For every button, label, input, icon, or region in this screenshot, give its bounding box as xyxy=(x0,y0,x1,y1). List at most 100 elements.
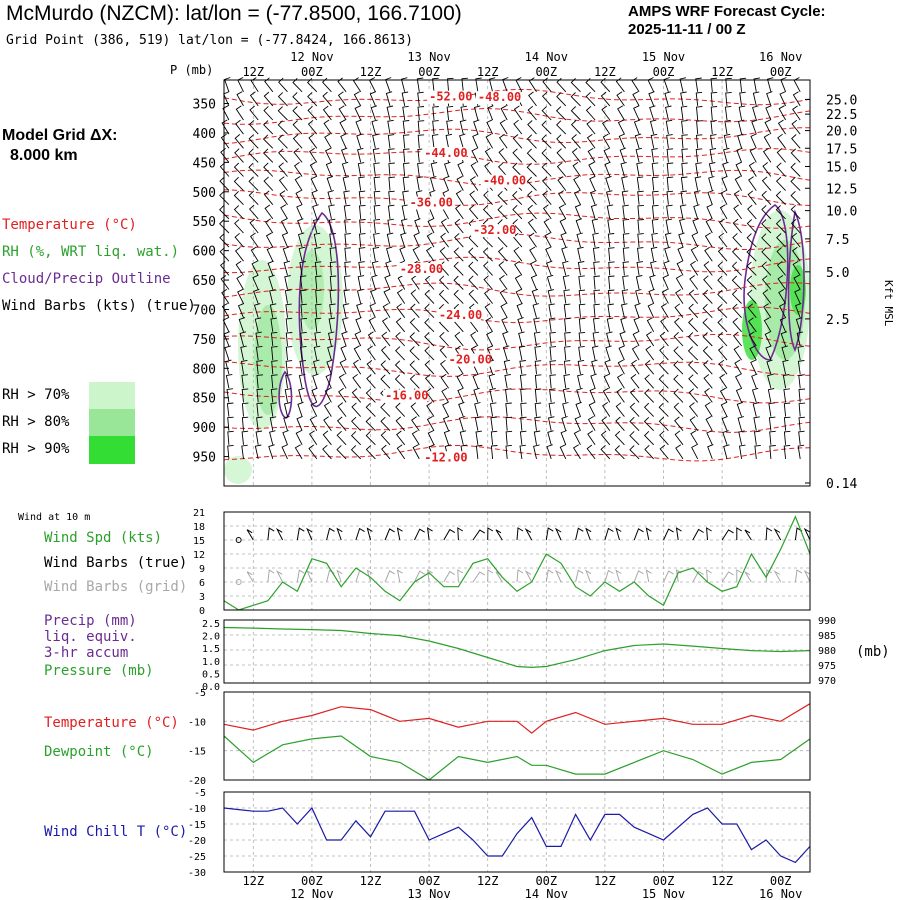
wind-barb xyxy=(695,91,703,106)
wind-barb xyxy=(761,275,772,290)
wind-barb xyxy=(666,176,674,191)
wind-barb xyxy=(235,119,244,135)
wind-barb xyxy=(468,275,479,290)
bottom-time-tick-label: 12Z xyxy=(477,874,499,888)
wind-barb xyxy=(681,162,688,177)
true-wind-barb xyxy=(296,527,305,541)
wind-barb xyxy=(733,204,742,220)
wind-barb xyxy=(673,317,684,333)
wind-barb xyxy=(371,274,378,290)
rh-90-label: RH > 90% xyxy=(2,441,70,457)
wind-barb xyxy=(652,176,659,191)
wind-barb xyxy=(221,303,230,318)
wind-barb xyxy=(783,402,791,417)
wind-barb xyxy=(717,345,728,361)
wind-barb xyxy=(453,247,464,262)
wind-barb xyxy=(380,360,391,375)
wind-barb xyxy=(293,148,303,163)
wind-barb xyxy=(483,190,493,206)
wind-barb xyxy=(607,218,614,234)
wind-barb xyxy=(300,317,308,332)
wind-barb xyxy=(432,106,439,121)
contour-label-bg xyxy=(422,147,467,161)
wind-tick-label: 21 xyxy=(193,508,205,519)
wind-barb xyxy=(736,147,743,163)
wind-barb xyxy=(615,416,625,431)
wind-barb xyxy=(636,162,643,177)
wind-barb xyxy=(651,162,659,177)
wind-barb xyxy=(578,317,586,332)
wind-barb xyxy=(658,402,669,417)
wind-barb xyxy=(782,374,790,389)
wind-barb xyxy=(528,232,537,248)
wind-barb xyxy=(614,430,625,446)
wind-barb xyxy=(541,134,552,149)
wind-barb xyxy=(649,119,657,135)
wind-barb xyxy=(689,275,699,290)
wind-barb xyxy=(263,120,274,135)
pressure-tick-label: 400 xyxy=(193,127,216,142)
wind-barb xyxy=(762,147,772,163)
wind-barb xyxy=(417,120,425,135)
wind-barb xyxy=(688,303,699,319)
temperature-legend: Temperature (°C) xyxy=(44,715,179,731)
wind-barb xyxy=(629,445,640,460)
wind-barb xyxy=(754,444,761,459)
wind-barb xyxy=(264,77,274,93)
wind-barb xyxy=(426,402,435,417)
wind-barb xyxy=(674,416,684,431)
time-tick-label: 00Z xyxy=(535,65,557,79)
wind-barb xyxy=(442,401,450,417)
wind-barb xyxy=(380,430,391,446)
temperature-contour-label: -12.00 xyxy=(424,450,467,464)
wind-barb xyxy=(219,176,230,191)
wind-barb xyxy=(483,261,493,276)
wind-barb xyxy=(549,346,557,361)
temperature-contour xyxy=(223,444,811,462)
wind-barb xyxy=(563,303,571,318)
wind-barb xyxy=(619,147,626,163)
wind-barb xyxy=(586,133,596,149)
wind-barb xyxy=(285,303,292,318)
true-wind-barb xyxy=(246,529,254,541)
pressure-tick-label: 970 xyxy=(818,676,836,687)
wind-barb xyxy=(475,444,483,459)
wind-barb xyxy=(688,388,699,403)
height-tick-label: 15.0 xyxy=(826,160,857,175)
wind-barb xyxy=(402,176,410,191)
grid-wind-barb xyxy=(336,569,343,583)
wind-barb xyxy=(723,147,730,163)
wind-barb xyxy=(500,105,508,121)
temperature-contour-label: -40.00 xyxy=(483,174,526,188)
wind-barb xyxy=(766,77,774,92)
wind-barb xyxy=(576,232,583,248)
wind-barb xyxy=(549,331,556,347)
wind-barb xyxy=(372,133,379,149)
wind-barb xyxy=(278,77,288,93)
wind-barb xyxy=(780,331,788,347)
wind-barb xyxy=(695,77,702,92)
pressure-tick-label: 900 xyxy=(193,421,216,436)
wind-barb xyxy=(637,190,644,205)
wind-barb xyxy=(651,232,658,248)
contour-label-bg xyxy=(407,196,452,210)
wind-barb xyxy=(456,373,464,389)
wind-tick-label: 12 xyxy=(193,550,205,561)
wind-barb xyxy=(691,444,699,460)
wind-barb xyxy=(446,105,454,121)
wind-chill-tick-label: -30 xyxy=(188,868,206,879)
wind-barb xyxy=(396,430,406,446)
wind-barb xyxy=(356,303,363,318)
wind-barb xyxy=(687,346,699,361)
wind-barb xyxy=(702,303,713,319)
wind-barb xyxy=(576,387,583,403)
wind-barb xyxy=(386,246,393,262)
grid-wind-barb xyxy=(246,571,254,583)
wind-barb xyxy=(765,345,772,361)
wind-barb xyxy=(738,430,745,445)
wind-barb xyxy=(577,246,584,262)
true-wind-barb xyxy=(457,527,464,541)
wind-barb xyxy=(504,374,511,389)
wind-barb xyxy=(322,91,332,107)
wind-barb xyxy=(645,345,655,361)
